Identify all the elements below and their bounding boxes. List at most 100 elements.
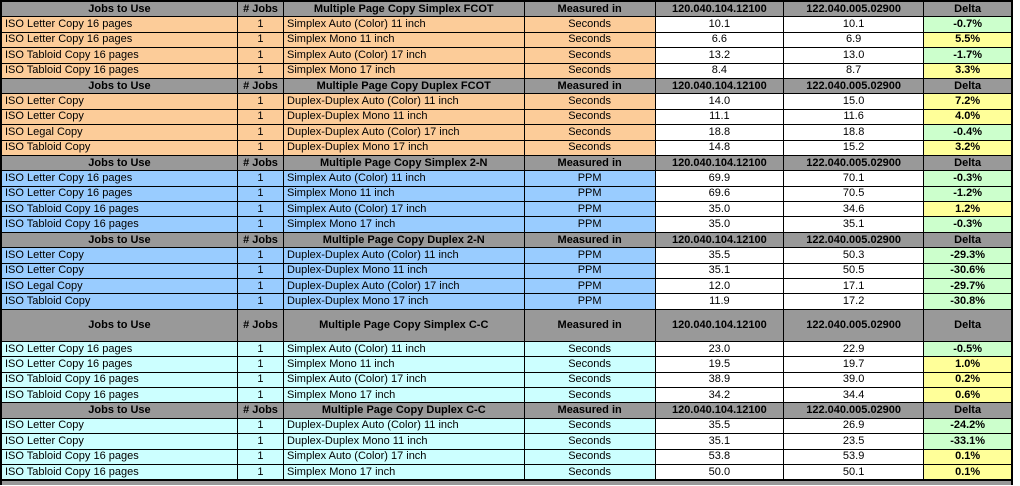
num-jobs-cell[interactable]: 1 <box>236 247 285 264</box>
unit-cell[interactable]: Seconds <box>523 139 656 156</box>
header-jobs-to-use[interactable]: Jobs to Use <box>0 77 238 95</box>
header-jobs-to-use[interactable]: Jobs to Use <box>0 154 238 172</box>
process-cell[interactable]: Duplex-Duplex Mono 17 inch <box>283 293 525 310</box>
process-cell[interactable]: Simplex Mono 17 inch <box>283 62 525 79</box>
delta-cell[interactable]: 0.6% <box>923 386 1013 404</box>
delta-cell[interactable]: 3.3% <box>923 62 1013 79</box>
unit-cell[interactable]: PPM <box>523 278 656 295</box>
header-section-title[interactable]: Multiple Page Copy Duplex 2-N <box>283 231 525 249</box>
job-cell[interactable]: ISO Tabloid Copy 16 pages <box>0 201 238 218</box>
job-cell[interactable]: ISO Letter Copy 16 pages <box>0 185 238 203</box>
num-jobs-cell[interactable]: 1 <box>236 386 285 404</box>
build1-value-cell[interactable]: 35.5 <box>654 247 785 264</box>
num-jobs-cell[interactable]: 1 <box>236 262 285 280</box>
num-jobs-cell[interactable]: 1 <box>236 433 285 450</box>
process-cell[interactable]: Simplex Auto (Color) 17 inch <box>283 371 525 388</box>
build2-value-cell[interactable]: 13.0 <box>782 47 925 64</box>
build1-value-cell[interactable]: 34.2 <box>654 386 785 404</box>
build1-value-cell[interactable]: 35.0 <box>654 216 785 233</box>
unit-cell[interactable]: Seconds <box>523 356 656 373</box>
header-num-jobs[interactable]: # Jobs <box>236 231 285 249</box>
build2-value-cell[interactable]: 26.9 <box>782 417 925 435</box>
process-cell[interactable]: Simplex Auto (Color) 17 inch <box>283 47 525 64</box>
job-cell[interactable]: ISO Tabloid Copy 16 pages <box>0 371 238 388</box>
header-num-jobs[interactable]: # Jobs <box>236 402 285 419</box>
build2-value-cell[interactable]: 10.1 <box>782 16 925 33</box>
build1-value-cell[interactable]: 53.8 <box>654 448 785 465</box>
header-jobs-to-use[interactable]: Jobs to Use <box>0 231 238 249</box>
header-section-title[interactable]: Multiple Page Copy Simplex 2-N <box>283 154 525 172</box>
num-jobs-cell[interactable]: 1 <box>236 93 285 110</box>
build1-value-cell[interactable]: 69.6 <box>654 185 785 203</box>
process-cell[interactable]: Simplex Mono 11 inch <box>283 31 525 49</box>
process-cell[interactable]: Simplex Auto (Color) 11 inch <box>283 340 525 358</box>
num-jobs-cell[interactable]: 1 <box>236 293 285 310</box>
delta-cell[interactable]: 0.1% <box>923 448 1013 465</box>
delta-cell[interactable]: -0.4% <box>923 124 1013 141</box>
build2-value-cell[interactable]: 50.3 <box>782 247 925 264</box>
num-jobs-cell[interactable]: 1 <box>236 371 285 388</box>
num-jobs-cell[interactable]: 1 <box>236 124 285 141</box>
job-cell[interactable]: ISO Letter Copy 16 pages <box>0 340 238 358</box>
num-jobs-cell[interactable]: 1 <box>236 417 285 435</box>
unit-cell[interactable]: Seconds <box>523 124 656 141</box>
unit-cell[interactable]: Seconds <box>523 448 656 465</box>
unit-cell[interactable]: Seconds <box>523 93 656 110</box>
build1-value-cell[interactable]: 23.0 <box>654 340 785 358</box>
process-cell[interactable]: Simplex Mono 17 inch <box>283 216 525 233</box>
unit-cell[interactable]: Seconds <box>523 62 656 79</box>
header-num-jobs[interactable]: # Jobs <box>236 308 285 342</box>
build2-value-cell[interactable]: 17.1 <box>782 278 925 295</box>
delta-cell[interactable]: -29.3% <box>923 247 1013 264</box>
delta-cell[interactable]: 3.2% <box>923 139 1013 156</box>
build1-value-cell[interactable]: 38.9 <box>654 371 785 388</box>
header-measured-in[interactable]: Measured in <box>523 0 656 18</box>
build1-value-cell[interactable]: 12.0 <box>654 278 785 295</box>
build1-value-cell[interactable]: 35.1 <box>654 433 785 450</box>
unit-cell[interactable]: PPM <box>523 293 656 310</box>
num-jobs-cell[interactable]: 1 <box>236 62 285 79</box>
delta-cell[interactable]: -0.3% <box>923 170 1013 187</box>
delta-cell[interactable]: 5.5% <box>923 31 1013 49</box>
process-cell[interactable]: Simplex Mono 11 inch <box>283 356 525 373</box>
header-num-jobs[interactable]: # Jobs <box>236 0 285 18</box>
header-build-1[interactable]: 120.040.104.12100 <box>654 154 785 172</box>
process-cell[interactable]: Duplex-Duplex Mono 11 inch <box>283 262 525 280</box>
build1-value-cell[interactable]: 11.1 <box>654 108 785 126</box>
num-jobs-cell[interactable]: 1 <box>236 170 285 187</box>
process-cell[interactable]: Duplex-Duplex Auto (Color) 11 inch <box>283 93 525 110</box>
build1-value-cell[interactable]: 18.8 <box>654 124 785 141</box>
delta-cell[interactable]: 1.0% <box>923 356 1013 373</box>
process-cell[interactable]: Duplex-Duplex Mono 17 inch <box>283 139 525 156</box>
delta-cell[interactable]: -1.7% <box>923 47 1013 64</box>
job-cell[interactable]: ISO Tabloid Copy 16 pages <box>0 47 238 64</box>
build1-value-cell[interactable]: 14.0 <box>654 93 785 110</box>
delta-cell[interactable]: -30.6% <box>923 262 1013 280</box>
delta-cell[interactable]: 0.1% <box>923 463 1013 481</box>
header-build-2[interactable]: 122.040.005.02900 <box>782 77 925 95</box>
header-measured-in[interactable]: Measured in <box>523 308 656 342</box>
delta-cell[interactable]: -24.2% <box>923 417 1013 435</box>
unit-cell[interactable]: PPM <box>523 216 656 233</box>
build2-value-cell[interactable]: 34.6 <box>782 201 925 218</box>
num-jobs-cell[interactable]: 1 <box>236 216 285 233</box>
process-cell[interactable]: Simplex Auto (Color) 11 inch <box>283 170 525 187</box>
process-cell[interactable]: Simplex Mono 11 inch <box>283 185 525 203</box>
header-delta[interactable]: Delta <box>923 0 1013 18</box>
header-measured-in[interactable]: Measured in <box>523 402 656 419</box>
job-cell[interactable]: ISO Letter Copy 16 pages <box>0 31 238 49</box>
job-cell[interactable]: ISO Letter Copy <box>0 93 238 110</box>
header-delta[interactable]: Delta <box>923 308 1013 342</box>
delta-cell[interactable]: 7.2% <box>923 93 1013 110</box>
unit-cell[interactable]: PPM <box>523 201 656 218</box>
build2-value-cell[interactable]: 22.9 <box>782 340 925 358</box>
job-cell[interactable]: ISO Letter Copy 16 pages <box>0 170 238 187</box>
delta-cell[interactable]: -29.7% <box>923 278 1013 295</box>
build2-value-cell[interactable]: 18.8 <box>782 124 925 141</box>
num-jobs-cell[interactable]: 1 <box>236 340 285 358</box>
unit-cell[interactable]: PPM <box>523 262 656 280</box>
num-jobs-cell[interactable]: 1 <box>236 139 285 156</box>
job-cell[interactable]: ISO Tabloid Copy 16 pages <box>0 216 238 233</box>
header-section-title[interactable]: Multiple Page Copy Duplex FCOT <box>283 77 525 95</box>
process-cell[interactable]: Duplex-Duplex Auto (Color) 11 inch <box>283 247 525 264</box>
